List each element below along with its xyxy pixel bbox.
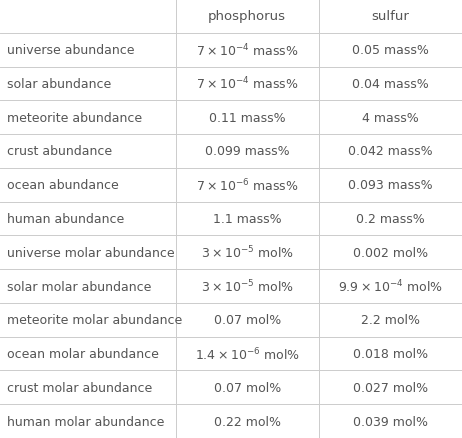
Text: 0.027 mol%: 0.027 mol%: [353, 381, 428, 394]
Text: 0.07 mol%: 0.07 mol%: [213, 314, 281, 327]
Text: solar abundance: solar abundance: [7, 78, 111, 91]
Text: $1.4\times10^{-6}$ mol%: $1.4\times10^{-6}$ mol%: [195, 346, 300, 362]
Text: ocean molar abundance: ocean molar abundance: [7, 347, 159, 360]
Text: $3\times10^{-5}$ mol%: $3\times10^{-5}$ mol%: [201, 244, 294, 261]
Text: $3\times10^{-5}$ mol%: $3\times10^{-5}$ mol%: [201, 278, 294, 295]
Text: 0.042 mass%: 0.042 mass%: [348, 145, 433, 158]
Text: $7\times10^{-4}$ mass%: $7\times10^{-4}$ mass%: [196, 42, 298, 59]
Text: ocean abundance: ocean abundance: [7, 179, 119, 192]
Text: 0.11 mass%: 0.11 mass%: [209, 111, 286, 124]
Text: 0.04 mass%: 0.04 mass%: [352, 78, 429, 91]
Text: 4 mass%: 4 mass%: [362, 111, 419, 124]
Text: 1.1 mass%: 1.1 mass%: [213, 212, 281, 226]
Text: human abundance: human abundance: [7, 212, 124, 226]
Text: meteorite molar abundance: meteorite molar abundance: [7, 314, 182, 327]
Text: solar molar abundance: solar molar abundance: [7, 280, 152, 293]
Text: 0.07 mol%: 0.07 mol%: [213, 381, 281, 394]
Text: 0.039 mol%: 0.039 mol%: [353, 415, 428, 427]
Text: 0.018 mol%: 0.018 mol%: [353, 347, 428, 360]
Text: crust molar abundance: crust molar abundance: [7, 381, 152, 394]
Text: 0.093 mass%: 0.093 mass%: [348, 179, 433, 192]
Text: 0.002 mol%: 0.002 mol%: [353, 246, 428, 259]
Text: phosphorus: phosphorus: [208, 11, 286, 23]
Text: 0.099 mass%: 0.099 mass%: [205, 145, 290, 158]
Text: $7\times10^{-4}$ mass%: $7\times10^{-4}$ mass%: [196, 76, 298, 92]
Text: $7\times10^{-6}$ mass%: $7\times10^{-6}$ mass%: [196, 177, 298, 194]
Text: 2.2 mol%: 2.2 mol%: [361, 314, 420, 327]
Text: universe abundance: universe abundance: [7, 44, 134, 57]
Text: human molar abundance: human molar abundance: [7, 415, 164, 427]
Text: $9.9\times10^{-4}$ mol%: $9.9\times10^{-4}$ mol%: [338, 278, 443, 295]
Text: sulfur: sulfur: [371, 11, 409, 23]
Text: crust abundance: crust abundance: [7, 145, 112, 158]
Text: universe molar abundance: universe molar abundance: [7, 246, 175, 259]
Text: meteorite abundance: meteorite abundance: [7, 111, 142, 124]
Text: 0.2 mass%: 0.2 mass%: [356, 212, 425, 226]
Text: 0.22 mol%: 0.22 mol%: [213, 415, 281, 427]
Text: 0.05 mass%: 0.05 mass%: [352, 44, 429, 57]
